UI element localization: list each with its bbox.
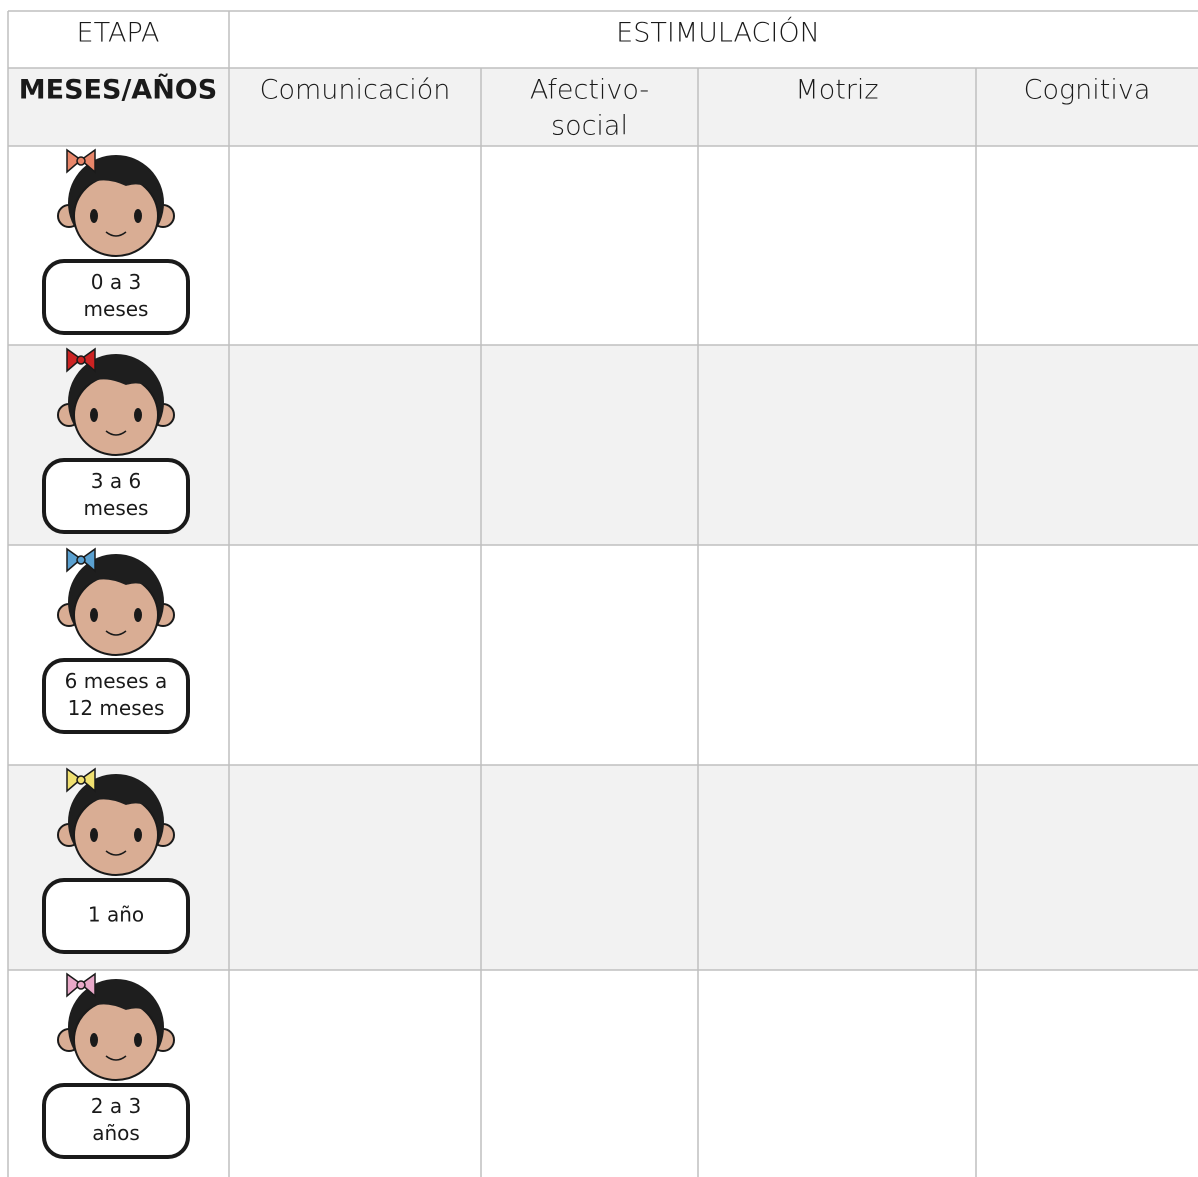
- child-icon: 3 a 6 meses: [42, 347, 190, 534]
- bow: [66, 547, 96, 573]
- age-label: 6 meses a: [65, 669, 168, 693]
- face: [73, 574, 159, 656]
- bow-knot: [76, 555, 86, 565]
- eye: [134, 1033, 142, 1047]
- age-header: MESES/AÑOS: [19, 74, 217, 106]
- area-header: Comunicación: [260, 75, 451, 106]
- area-header: Motriz: [795, 75, 878, 106]
- eye: [134, 608, 142, 622]
- age-label: 1 año: [88, 903, 144, 927]
- label-box: [42, 658, 190, 734]
- age-label: años: [92, 1121, 140, 1145]
- row-bg: [8, 345, 1198, 545]
- label-box: [42, 458, 190, 534]
- area-header: Afectivo-: [530, 75, 649, 106]
- child-icon: 1 año: [42, 767, 190, 954]
- eye: [90, 408, 98, 422]
- age-label: meses: [84, 496, 149, 520]
- bow: [66, 767, 96, 793]
- subheader-bg: [8, 68, 1198, 146]
- bow-knot: [76, 355, 86, 365]
- bow: [66, 347, 96, 373]
- age-label: 0 a 3: [91, 270, 141, 294]
- area-header: Cognitiva: [1024, 75, 1151, 106]
- child-icon: 0 a 3 meses: [42, 148, 190, 335]
- smile: [105, 430, 127, 436]
- eye: [134, 408, 142, 422]
- child-icon: 2 a 3 años: [42, 972, 190, 1159]
- age-label: meses: [84, 297, 149, 321]
- age-label: 2 a 3: [91, 1094, 141, 1118]
- smile: [105, 1055, 127, 1061]
- label-box: [42, 259, 190, 335]
- bow: [66, 972, 96, 998]
- face: [73, 374, 159, 456]
- age-label: 12 meses: [68, 696, 165, 720]
- bow: [66, 148, 96, 174]
- stage-header: ETAPA: [77, 18, 160, 49]
- bow-knot: [76, 156, 86, 166]
- eye: [90, 209, 98, 223]
- label-box: [42, 878, 190, 954]
- stimulation-header: ESTIMULACIÓN: [616, 17, 820, 49]
- bow-knot: [76, 980, 86, 990]
- smile: [105, 630, 127, 636]
- eye: [90, 608, 98, 622]
- area-header: social: [551, 111, 628, 142]
- row-bg: [8, 765, 1198, 970]
- smile: [105, 850, 127, 856]
- bow-knot: [76, 775, 86, 785]
- eye: [134, 828, 142, 842]
- age-label: 3 a 6: [91, 469, 141, 493]
- smile: [105, 231, 127, 237]
- eye: [90, 1033, 98, 1047]
- face: [73, 794, 159, 876]
- child-icon: 6 meses a 12 meses: [42, 547, 190, 734]
- label-box: [42, 1083, 190, 1159]
- face: [73, 175, 159, 257]
- eye: [134, 209, 142, 223]
- face: [73, 999, 159, 1081]
- eye: [90, 828, 98, 842]
